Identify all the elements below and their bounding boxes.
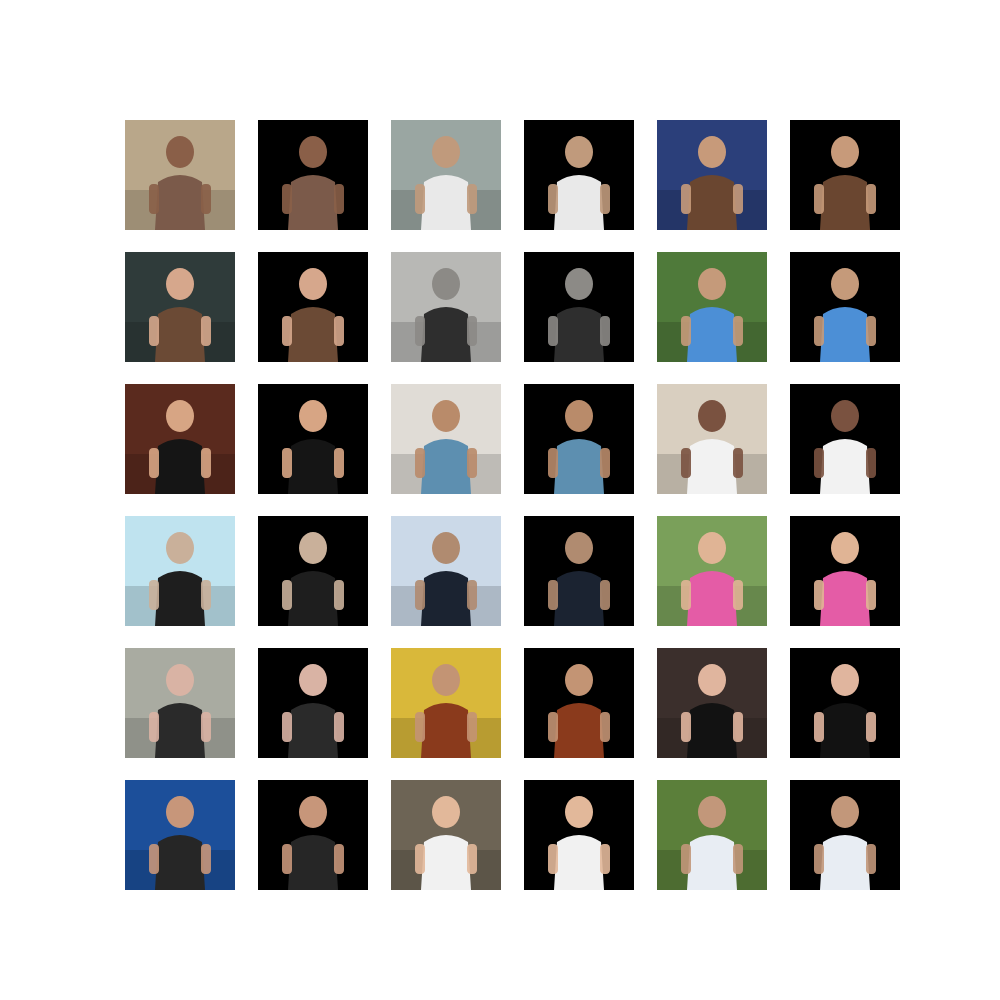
masked-person-cutout [790,648,900,758]
original-photo [391,384,501,494]
original-photo [391,252,501,362]
masked-person-cutout [524,516,634,626]
masked-person-cutout [258,120,368,230]
masked-person-cutout [524,252,634,362]
original-photo [391,120,501,230]
masked-person-cutout [790,252,900,362]
masked-person-cutout [790,780,900,890]
original-photo [657,780,767,890]
masked-person-cutout [258,252,368,362]
masked-person-cutout [790,384,900,494]
original-photo [125,120,235,230]
original-photo [125,516,235,626]
masked-person-cutout [258,648,368,758]
original-photo [657,648,767,758]
masked-person-cutout [524,384,634,494]
original-photo [391,648,501,758]
original-photo [125,780,235,890]
masked-person-cutout [524,648,634,758]
original-photo [657,516,767,626]
masked-person-cutout [258,516,368,626]
original-photo [657,384,767,494]
masked-person-cutout [258,780,368,890]
original-photo [391,780,501,890]
masked-person-cutout [790,120,900,230]
original-photo [125,252,235,362]
original-photo [125,648,235,758]
masked-person-cutout [258,384,368,494]
masked-person-cutout [790,516,900,626]
masked-person-cutout [524,120,634,230]
masked-person-cutout [524,780,634,890]
original-photo [125,384,235,494]
original-photo [657,120,767,230]
original-photo [391,516,501,626]
original-photo [657,252,767,362]
